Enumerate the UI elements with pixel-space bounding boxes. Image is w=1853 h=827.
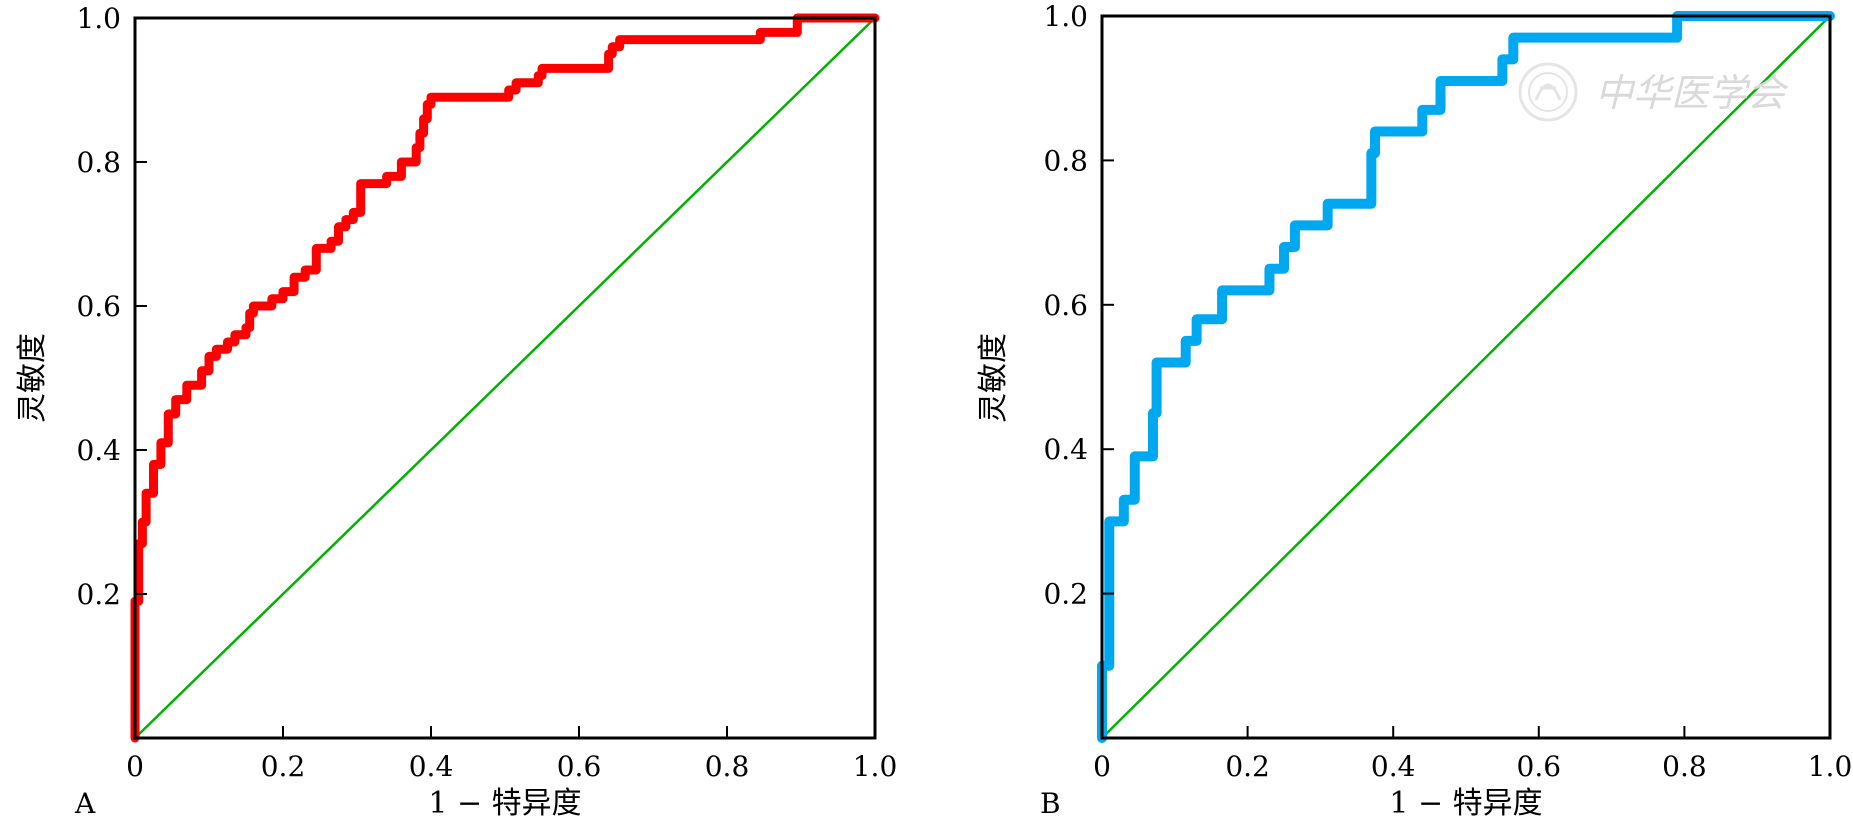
panel-b-y-tick-label: 1.0: [1043, 0, 1088, 33]
panel-a-y-tick-label: 0.2: [76, 578, 121, 611]
panel-a-x-tick-label: 0.4: [409, 750, 454, 783]
panel-b-y-tick-label: 0.6: [1043, 289, 1088, 322]
panel-b-plot-area: [1097, 11, 1835, 743]
panel-a-y-tick-label: 0.4: [76, 434, 121, 467]
watermark-text: 中华医学会: [1595, 71, 1789, 115]
panel-a-plot-area: [130, 13, 880, 743]
panel-b-reference-line: [1101, 15, 1831, 739]
panel-b-frame: [1100, 14, 1832, 740]
panel-b-roc-curve: [1097, 11, 1835, 743]
panel-b: 0 0.2 0.4 0.6 0.8 1.0 0.2 0.4 0.6 0.8 1.0 灵敏度 1 − …: [976, 0, 1852, 821]
panel-b-label: B: [1040, 787, 1061, 820]
panel-a-x-tick-label: 0.2: [261, 750, 306, 783]
panel-a-ticks: 0 0.2 0.4 0.6 0.8 1.0 0.2 0.4 0.6 0.8 1.0: [76, 2, 897, 783]
panel-a-x-tick-label: 1.0: [853, 750, 898, 783]
panel-a-x-tick-label: 0.8: [705, 750, 750, 783]
panel-a-x-tick-label: 0.6: [557, 750, 602, 783]
panel-b-y-tick-label: 0.2: [1043, 578, 1088, 611]
panel-a-reference-line: [134, 17, 876, 739]
panel-b-y-axis-label: 灵敏度: [976, 333, 1011, 423]
panel-a: 0 0.2 0.4 0.6 0.8 1.0 0.2 0.4 0.6 0.8 1.0 灵敏度 1 − …: [15, 2, 897, 821]
panel-a-label: A: [74, 787, 96, 820]
panel-a-y-axis-label: 灵敏度: [15, 333, 50, 423]
panel-b-y-tick-label: 0.4: [1043, 433, 1088, 466]
panel-a-y-tick-label: 0.8: [76, 146, 121, 179]
panel-b-y-tick-label: 0.8: [1043, 144, 1088, 177]
panel-b-x-axis-label: 1 − 特异度: [1389, 786, 1542, 821]
panel-a-y-tick-label: 0.6: [76, 290, 121, 323]
panel-b-x-tick-label: 0.4: [1371, 750, 1416, 783]
watermark-seal-icon: [1518, 62, 1578, 122]
panel-a-y-tick-label: 1.0: [76, 2, 121, 35]
panel-a-x-tick-label: 0: [126, 750, 144, 783]
panel-a-roc-curve: [130, 13, 880, 743]
watermark: 中华医学会: [1518, 62, 1789, 122]
panel-a-x-axis-label: 1 − 特异度: [428, 786, 581, 821]
panel-b-x-tick-label: 0.8: [1662, 750, 1707, 783]
panel-b-x-tick-label: 1.0: [1808, 750, 1853, 783]
panel-b-x-tick-label: 0.2: [1225, 750, 1270, 783]
panel-b-ticks: 0 0.2 0.4 0.6 0.8 1.0 0.2 0.4 0.6 0.8 1.0: [1043, 0, 1852, 783]
panel-b-x-tick-label: 0: [1093, 750, 1111, 783]
panel-a-frame: [133, 16, 877, 740]
panel-b-x-tick-label: 0.6: [1517, 750, 1562, 783]
